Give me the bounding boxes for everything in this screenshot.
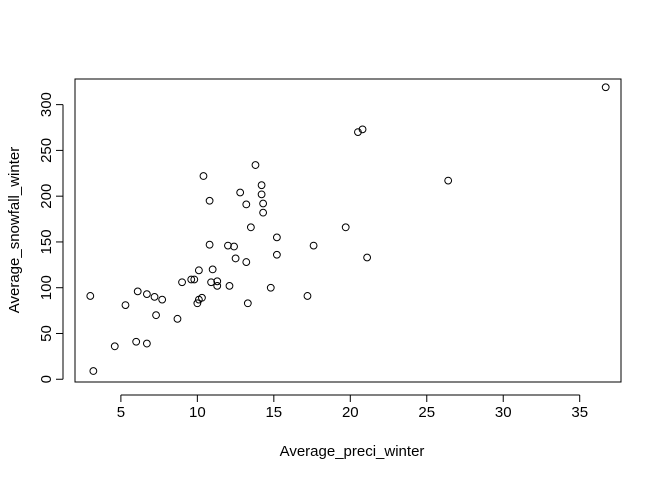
x-tick-label: 30 [495,404,512,421]
plot-frame [74,78,622,383]
data-point [272,250,281,259]
data-point [213,281,222,290]
data-point [142,339,151,348]
x-tick-label: 15 [265,404,282,421]
data-point [86,292,95,300]
data-point [205,196,214,205]
data-point [259,199,268,208]
y-tick-label: 50 [38,325,55,342]
data-point [187,275,196,284]
x-tick-label: 5 [117,404,125,421]
data-point [242,258,251,266]
data-point [205,240,214,249]
data-point [178,278,186,287]
data-point [194,266,203,275]
y-tick-label: 150 [38,229,55,254]
data-point [152,311,160,320]
x-axis-label: Average_preci_winter [280,443,425,460]
data-point [158,295,167,304]
data-point [444,176,453,185]
data-point [89,367,98,375]
data-point [257,190,266,199]
y-tick-label: 250 [38,138,55,163]
data-point [133,287,142,296]
y-tick-label: 300 [38,92,55,117]
x-tick-label: 35 [571,404,588,421]
data-point [231,254,240,263]
y-tick-label: 100 [38,275,55,300]
data-point [341,223,350,232]
data-point [236,188,245,197]
data-point [150,292,159,301]
data-point [208,265,217,274]
data-point [110,342,119,351]
data-point [272,233,281,242]
data-point [243,299,252,308]
data-point [225,281,234,290]
data-point [230,242,238,251]
data-point [257,181,266,190]
data-point [207,278,216,287]
x-tick-label: 25 [418,404,435,421]
y-tick-label: 200 [38,184,55,209]
data-points [86,83,610,375]
data-point [266,283,275,292]
data-point [363,253,372,262]
y-axis-label: Average_snowfall_winter [6,147,23,314]
data-point [309,241,318,250]
data-point [193,299,202,308]
x-tick-label: 10 [189,404,206,421]
data-point [199,172,208,180]
data-point [251,161,260,169]
data-point [132,337,141,346]
data-point [121,301,130,310]
data-point [213,277,222,286]
x-ticks: 5 10 15 20 25 30 35 [117,395,588,421]
data-point [142,290,151,299]
data-point [242,200,251,209]
data-point [190,275,199,284]
data-point [358,125,367,134]
y-ticks: 0 50 100 150 200 250 300 [38,92,63,383]
data-point [224,241,232,250]
data-point [601,83,610,92]
data-point [198,293,206,302]
data-point [173,314,182,323]
data-point [259,208,268,217]
y-tick-label: 0 [38,375,55,383]
data-point [303,292,312,300]
x-tick-label: 20 [342,404,359,421]
data-point [246,223,255,232]
